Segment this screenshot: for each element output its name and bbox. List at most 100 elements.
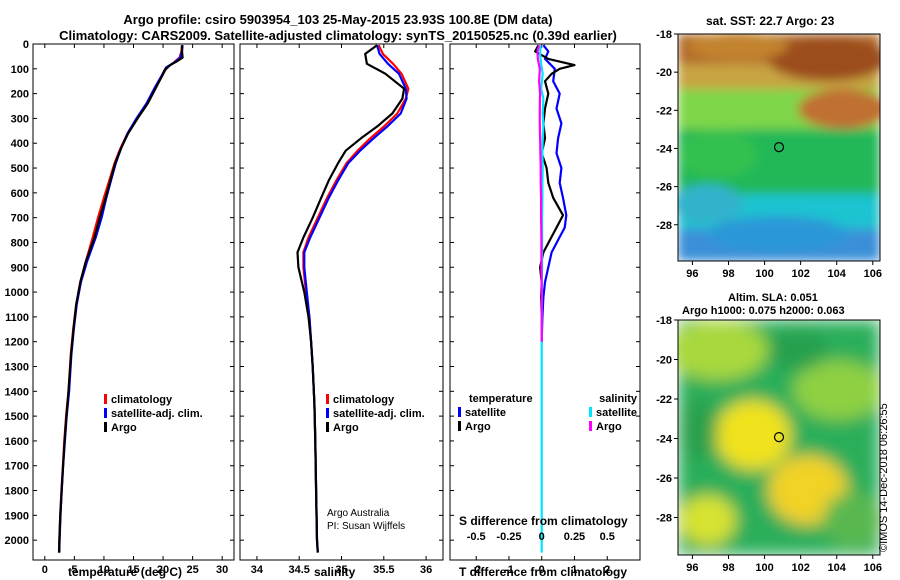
map-y-tick-label: -28	[656, 220, 672, 232]
x-tick-label: 1	[571, 564, 577, 576]
x-tick-label: 36	[420, 564, 432, 576]
difference-legend-salinity-entry-swatch	[589, 421, 592, 431]
temperature-legend-entry: Argo	[111, 422, 137, 434]
map-x-tick-label: 96	[686, 268, 698, 280]
salinity-legend-entry-swatch	[326, 422, 329, 432]
temperature-legend-entry: climatology	[111, 394, 173, 406]
x-tick-label: 30	[216, 564, 228, 576]
map-x-tick-label: 96	[686, 562, 698, 574]
map-y-tick-label: -20	[656, 67, 672, 79]
depth-tick-label: 1100	[5, 312, 29, 324]
temperature-legend-entry-swatch	[104, 408, 107, 418]
temperature-legend-entry-swatch	[104, 422, 107, 432]
sst-map-frame	[677, 33, 881, 262]
x-tick-label: 34.5	[288, 564, 309, 576]
salinity-profile-frame	[239, 43, 444, 561]
x-tick-label: 34	[251, 564, 264, 576]
depth-tick-label: 500	[11, 163, 29, 175]
difference-legend-temperature-entry-swatch	[458, 421, 461, 431]
plot-layer: 0 5 10 15 20 25 30 34 34.5 35 35.5 36 -2 -1 0 1 20100200…	[5, 29, 882, 576]
depth-tick-label: 600	[11, 188, 29, 200]
difference-legend-salinity-entry-swatch	[589, 407, 592, 417]
depth-tick-label: 1700	[5, 461, 29, 473]
difference-legend-temperature-entry: satellite	[465, 407, 506, 419]
difference-legend-temperature-entry-swatch	[458, 407, 461, 417]
map-x-tick-label: 100	[755, 562, 773, 574]
sst-map-title: sat. SST: 22.7 Argo: 23	[706, 14, 835, 28]
difference-legend-salinity-entry: satellite	[596, 407, 637, 419]
salinity-profile-series-argo	[296, 44, 406, 553]
salinity-profile-series-satellite-adj-clim-	[303, 44, 408, 553]
salinity-axis-label: salinity	[314, 565, 356, 579]
salinity-legend-entry-swatch	[326, 408, 329, 418]
salinity-legend-entry: satellite-adj. clim.	[333, 408, 425, 420]
s-diff-tick-label: 0.5	[600, 531, 615, 543]
sla-map-image	[678, 320, 880, 555]
depth-tick-label: 1000	[5, 287, 29, 299]
salinity-legend-entry: climatology	[333, 394, 395, 406]
map-x-tick-label: 98	[722, 268, 734, 280]
x-tick-label: 2	[604, 564, 610, 576]
map-x-tick-label: 102	[791, 268, 809, 280]
temperature-legend-entry: satellite-adj. clim.	[111, 408, 203, 420]
s-diff-tick-label: -0.5	[467, 531, 486, 543]
map-y-tick-label: -18	[656, 29, 672, 41]
timestamp-label: ©IMOS 14-Dec-2018 06:26:55	[878, 403, 890, 552]
map-x-tick-label: 104	[828, 268, 847, 280]
depth-tick-label: 1800	[5, 486, 29, 498]
depth-tick-label: 1500	[5, 411, 29, 423]
depth-tick-label: 200	[11, 89, 29, 101]
temperature-axis-label: temperature (deg C)	[68, 565, 183, 579]
difference-legend-temperature-title: temperature	[469, 393, 533, 405]
difference-legend-salinity-title: salinity	[599, 393, 638, 405]
temperature-profile-series-argo	[58, 45, 184, 553]
map-x-tick-label: 98	[722, 562, 734, 574]
figure-title-line2: Climatology: CARS2009. Satellite-adjuste…	[59, 28, 617, 43]
temperature-legend-entry-swatch	[104, 394, 107, 404]
sla-map-title-line1: Altim. SLA: 0.051	[728, 292, 818, 304]
map-y-tick-label: -24	[656, 433, 673, 445]
map-x-tick-label: 104	[828, 562, 847, 574]
depth-tick-label: 800	[11, 237, 29, 249]
watermark-line2: PI: Susan Wijffels	[327, 521, 406, 532]
salinity-difference-axis-label: S difference from climatology	[459, 514, 628, 528]
depth-tick-label: 300	[11, 113, 29, 125]
difference-profile-series-salinity-argo	[536, 44, 543, 342]
x-tick-label: 35	[335, 564, 347, 576]
argo-location-marker	[773, 432, 785, 443]
difference-profile-series-temperature-satellite	[540, 44, 568, 342]
x-tick-label: -1	[504, 564, 514, 576]
depth-tick-label: 1300	[5, 362, 29, 374]
map-x-tick-label: 100	[755, 268, 773, 280]
watermark-line1: Argo Australia	[327, 508, 390, 519]
map-y-tick-label: -22	[656, 105, 672, 117]
x-tick-label: 10	[98, 564, 110, 576]
x-tick-label: 20	[157, 564, 169, 576]
x-tick-label: 0	[539, 564, 545, 576]
salinity-legend-entry: Argo	[333, 422, 359, 434]
map-y-tick-label: -20	[656, 354, 672, 366]
s-diff-tick-label: 0	[539, 531, 545, 543]
x-tick-label: 5	[71, 564, 77, 576]
x-tick-label: 15	[127, 564, 139, 576]
depth-tick-label: 900	[11, 262, 29, 274]
difference-legend-temperature-entry: Argo	[465, 421, 491, 433]
depth-tick-label: 1400	[5, 386, 29, 398]
depth-tick-label: 400	[11, 138, 29, 150]
map-y-tick-label: -24	[656, 143, 673, 155]
s-diff-tick-label: 0.25	[564, 531, 585, 543]
depth-tick-label: 1600	[5, 436, 29, 448]
x-tick-label: 35.5	[373, 564, 394, 576]
sla-map-title-line2: Argo h1000: 0.075 h2000: 0.063	[682, 305, 845, 317]
sla-map-frame	[677, 319, 881, 556]
map-x-tick-label: 102	[791, 562, 809, 574]
depth-tick-label: 1200	[5, 337, 29, 349]
map-x-tick-label: 106	[864, 562, 882, 574]
map-y-tick-label: -22	[656, 394, 672, 406]
map-y-tick-label: -18	[656, 315, 672, 327]
sst-map-image	[678, 34, 880, 261]
map-x-tick-label: 106	[864, 268, 882, 280]
map-y-tick-label: -28	[656, 512, 672, 524]
depth-tick-label: 100	[11, 64, 29, 76]
